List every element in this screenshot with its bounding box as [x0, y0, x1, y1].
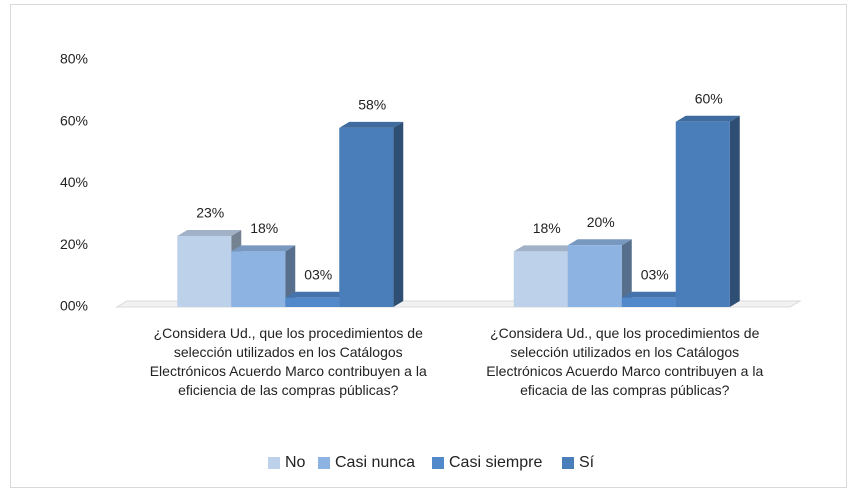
data-label: 03% — [304, 266, 332, 282]
bar-top — [513, 245, 578, 252]
data-label: 58% — [358, 97, 386, 113]
data-label: 23% — [196, 205, 224, 221]
bar-top — [621, 291, 686, 298]
y-tick-label: 60% — [60, 112, 88, 128]
bar-side — [393, 121, 404, 307]
bar — [567, 245, 622, 307]
legend-swatch — [562, 457, 574, 469]
bar-side — [621, 239, 632, 307]
bar-top — [339, 121, 404, 128]
legend-label: No — [285, 454, 306, 471]
bar — [285, 297, 340, 307]
y-tick-label: 20% — [60, 236, 88, 252]
chart-frame — [10, 4, 847, 488]
legend-label: Casi siempre — [449, 454, 542, 471]
legend-swatch — [318, 457, 330, 469]
bar — [513, 251, 568, 307]
bar-top — [675, 115, 740, 122]
y-tick-label: 00% — [60, 298, 88, 314]
data-label: 20% — [587, 214, 615, 230]
bar — [339, 127, 394, 307]
bar — [231, 251, 286, 307]
bar-top — [177, 229, 242, 236]
bar — [621, 297, 676, 307]
bar-side — [285, 245, 296, 307]
data-label: 18% — [250, 220, 278, 236]
legend-label: Casi nunca — [335, 454, 415, 471]
x-tick-label: ¿Considera Ud., que los procedimientos d… — [149, 325, 427, 398]
legend-swatch — [432, 457, 444, 469]
data-label: 03% — [641, 266, 669, 282]
bar-top — [231, 245, 296, 252]
legend-swatch — [268, 457, 280, 469]
y-tick-label: 80% — [60, 51, 88, 67]
bar — [177, 235, 232, 307]
bar-top — [285, 291, 350, 298]
bar — [675, 121, 730, 307]
y-tick-label: 40% — [60, 174, 88, 190]
bar-top — [567, 239, 632, 246]
data-label: 18% — [533, 220, 561, 236]
bar-side — [729, 115, 740, 307]
data-label: 60% — [695, 90, 723, 106]
x-tick-label: ¿Considera Ud., que los procedimientos d… — [486, 325, 764, 398]
legend-label: Sí — [579, 454, 595, 471]
